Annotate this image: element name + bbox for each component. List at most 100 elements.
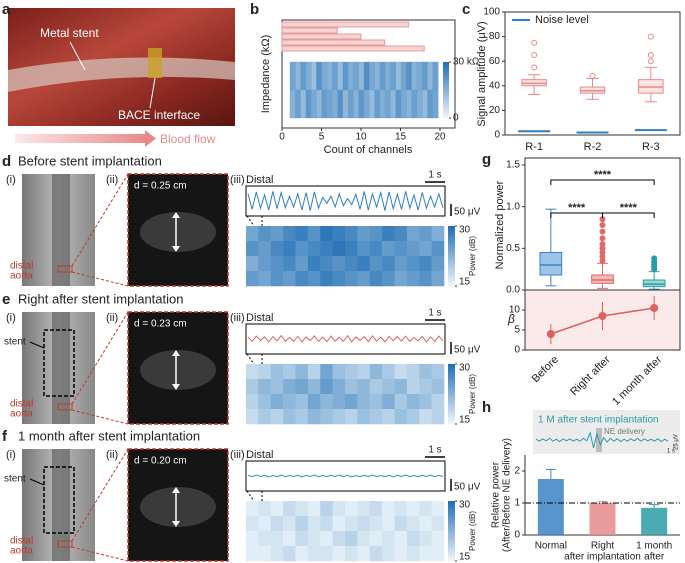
y-axis-label: Relative power [491, 461, 502, 528]
heat-cell [411, 89, 418, 119]
annotation: d = 0.25 cm [134, 181, 187, 192]
lumen [140, 350, 216, 390]
x-tick-label: Normal [535, 541, 567, 552]
heat-cell [431, 379, 445, 395]
x-tick-label: after implantation [564, 552, 641, 563]
arrow-head [172, 350, 180, 356]
significance: **** [620, 202, 638, 214]
heat-cell [406, 256, 420, 272]
bar [537, 479, 564, 535]
bar [281, 21, 409, 28]
annotation: Distal [246, 449, 274, 461]
heat-cell [307, 531, 321, 547]
x-tick-label: R-1 [525, 141, 543, 153]
heat-cell [321, 61, 328, 91]
heat-cell [345, 271, 358, 287]
roi [57, 540, 73, 548]
y-tick-label: 40 [489, 80, 501, 91]
y-tick-label: 2 [514, 466, 520, 477]
heat-cell [394, 256, 408, 272]
heat-cell [406, 89, 413, 119]
trace [247, 474, 444, 478]
heat-cell [369, 379, 383, 395]
x-tick-label: Right [591, 541, 615, 552]
heat-cell [295, 546, 309, 562]
arrow-head [172, 212, 180, 218]
heat-cell [345, 531, 358, 547]
heat-cell [270, 409, 284, 425]
heat-cell [347, 89, 354, 119]
heat-cell [357, 546, 371, 562]
heat-cell [394, 226, 408, 242]
heat-cell [382, 271, 395, 287]
heat-cell [382, 226, 395, 242]
vessel [8, 57, 235, 92]
outlier [651, 255, 658, 262]
heat-cell [400, 89, 407, 119]
heat-cell [295, 516, 309, 532]
x-tick-label: 1 month [636, 541, 672, 552]
outlier [599, 228, 606, 235]
zoom-line [246, 353, 255, 365]
heat-cell [246, 241, 259, 257]
heat-cell [316, 61, 323, 91]
heat-cell [337, 61, 344, 91]
outlier [589, 72, 596, 79]
heat-cell [384, 89, 391, 119]
heat-cell [357, 501, 371, 517]
heat-cell [300, 89, 307, 119]
heat-cell [369, 364, 383, 380]
annotation: Distal [246, 174, 274, 186]
point [546, 330, 555, 338]
heat-cell [419, 546, 432, 562]
heat-cell [289, 61, 296, 91]
heat-cell [394, 501, 408, 517]
heat-cell [431, 409, 445, 425]
panel-label: f [2, 428, 8, 445]
heat-cell [305, 61, 312, 91]
heat-cell [431, 516, 445, 532]
heat-cell [353, 89, 360, 119]
heat-cell [320, 379, 333, 395]
annotation: d = 0.20 cm [134, 456, 187, 467]
heat-cell [295, 364, 309, 380]
scale-label: 1 s [428, 308, 441, 319]
heat-cell [357, 409, 371, 425]
heat-cell [307, 546, 321, 562]
heat-cell [332, 256, 346, 272]
sub-label: (iii) [230, 174, 245, 186]
heat-cell [345, 409, 358, 425]
heat-cell [295, 226, 309, 242]
heat-cell [332, 531, 346, 547]
heat-cell [283, 501, 296, 517]
heat-cell [406, 546, 420, 562]
colorbar [448, 226, 455, 286]
heat-cell [345, 546, 358, 562]
heat-cell [283, 394, 296, 410]
y-tick-label: 0 [494, 130, 500, 141]
heat-cell [307, 501, 321, 517]
heat-cell [307, 394, 321, 410]
interface [148, 48, 162, 78]
y-tick-label: 1.0 [506, 201, 520, 212]
arrow-head [172, 246, 180, 252]
vessel [52, 449, 70, 561]
bar [281, 45, 425, 52]
heat-cell [369, 89, 376, 119]
heat-cell [258, 501, 272, 517]
heat-cell [295, 409, 309, 425]
heat-cell [421, 61, 428, 91]
heat-cell [382, 546, 395, 562]
pointer [69, 41, 86, 71]
heat-cell [382, 256, 395, 272]
heat-cell [411, 61, 418, 91]
heat-cell [310, 89, 317, 119]
sub-label: (ii) [106, 312, 118, 324]
heat-cell [326, 89, 333, 119]
heat-cell [369, 226, 383, 242]
outlier [531, 64, 538, 71]
heat-cell [382, 501, 395, 517]
roi [57, 265, 73, 273]
heat-cell [320, 501, 333, 517]
colorbar-title: Power (dB) [468, 236, 477, 276]
